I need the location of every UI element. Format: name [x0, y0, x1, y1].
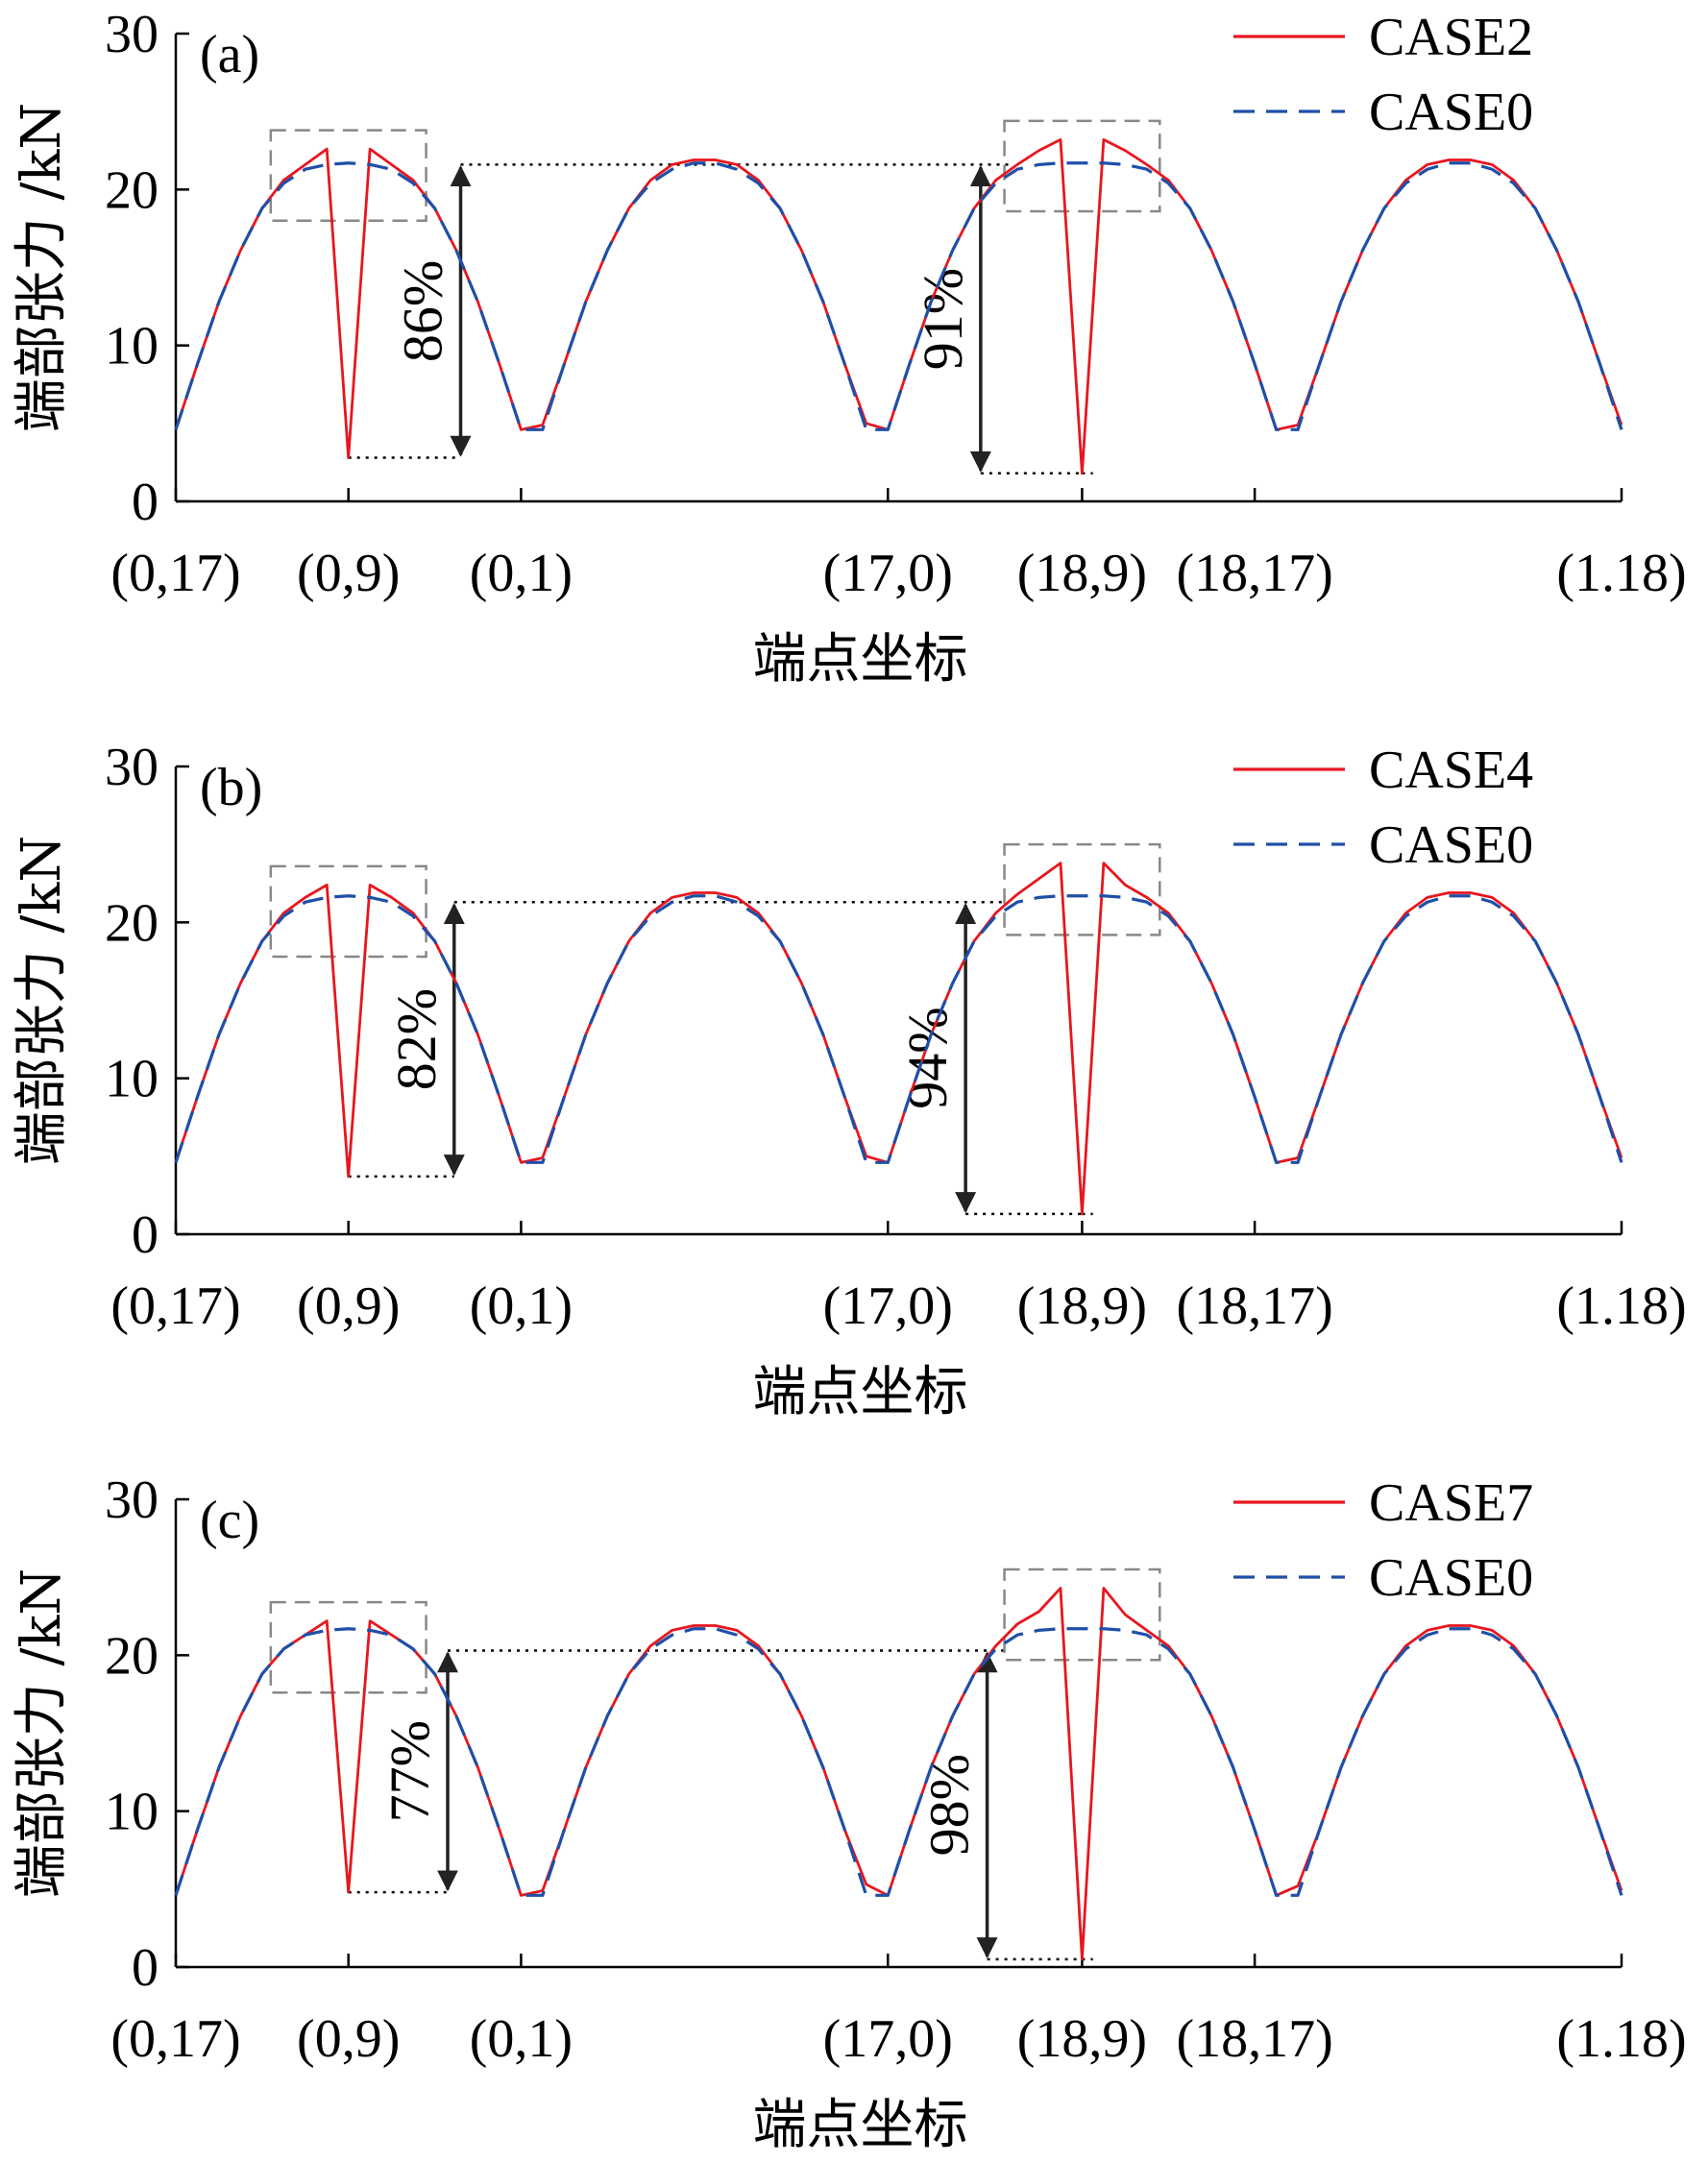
x-tick-label: (0,1)	[470, 2009, 573, 2069]
y-tick-label: 30	[105, 738, 159, 797]
x-axis-title: 端点坐标	[753, 628, 968, 691]
y-axis-title: 端部张力 /kN	[11, 103, 73, 433]
chart-panel-2: 0 10 20 30 (0,17) (0,9) (0,1) (17,0) (18,9) (18,1…	[11, 738, 1687, 1423]
x-axis-title: 端点坐标	[753, 2094, 968, 2156]
y-axis-title: 端部张力 /kN	[11, 836, 73, 1166]
x-axis-title: 端点坐标	[753, 1361, 968, 1423]
x-tick-label: (18,9)	[1017, 2009, 1147, 2069]
x-tick-label: (1.18)	[1556, 2009, 1686, 2069]
x-tick-label: (18,17)	[1176, 544, 1332, 603]
y-tick-label: 0	[132, 1205, 159, 1265]
y-tick-label: 0	[132, 1938, 159, 1998]
x-tick-label: (0,17)	[110, 2009, 240, 2069]
x-tick-label: (17,0)	[823, 544, 953, 603]
y-tick-label: 10	[105, 1783, 159, 1842]
annotation-percent: 94%	[896, 1007, 959, 1108]
highlight-box	[1003, 119, 1161, 213]
annotation-percent: 86%	[392, 260, 454, 362]
chart-panel-3: 0 10 20 30 (0,17) (0,9) (0,1) (17,0) (18,9) (18,1…	[11, 1470, 1687, 2156]
x-tick-label: (0,9)	[297, 1276, 400, 1336]
series-line-case0	[174, 1627, 1623, 1897]
chart-panel-1: 0 10 20 30 (0,17) (0,9) (0,1) (17,0) (18,9) (18,1…	[11, 5, 1687, 691]
x-tick-label: (17,0)	[823, 2009, 953, 2069]
x-tick-label: (18,9)	[1017, 1276, 1147, 1336]
highlight-box	[269, 864, 427, 959]
y-tick-label: 10	[105, 1050, 159, 1109]
annotation-percent: 77%	[378, 1720, 441, 1822]
panel-label: (b)	[200, 758, 262, 817]
series-line-case0	[174, 161, 1623, 431]
legend-label: CASE2	[1369, 8, 1533, 67]
x-tick-label: (1.18)	[1556, 544, 1686, 603]
annotation-percent: 82%	[385, 988, 448, 1090]
highlight-box	[1003, 1568, 1161, 1662]
highlight-box	[1003, 842, 1161, 936]
y-tick-label: 30	[105, 1470, 159, 1530]
highlight-box	[269, 1600, 427, 1694]
y-tick-label: 30	[105, 5, 159, 64]
x-tick-label: (17,0)	[823, 1276, 953, 1336]
x-tick-label: (0,1)	[470, 544, 573, 603]
x-tick-label: (18,17)	[1176, 1276, 1332, 1336]
highlight-box	[269, 129, 427, 223]
panel-label: (c)	[200, 1491, 259, 1550]
panel-label: (a)	[200, 25, 259, 85]
x-tick-label: (0,9)	[297, 544, 400, 603]
legend-label: CASE0	[1369, 815, 1533, 875]
series-line-case0	[174, 894, 1623, 1164]
legend-label: CASE4	[1369, 741, 1533, 800]
legend-label: CASE0	[1369, 83, 1533, 142]
x-tick-label: (1.18)	[1556, 1276, 1686, 1336]
y-tick-label: 20	[105, 1626, 159, 1686]
annotation-percent: 98%	[918, 1754, 981, 1856]
x-tick-label: (0,1)	[470, 1276, 573, 1336]
legend-label: CASE7	[1369, 1473, 1533, 1533]
x-tick-label: (18,9)	[1017, 544, 1147, 603]
y-tick-label: 10	[105, 317, 159, 377]
y-tick-label: 20	[105, 160, 159, 220]
y-axis-title: 端部张力 /kN	[11, 1568, 73, 1899]
y-tick-label: 0	[132, 473, 159, 532]
x-tick-label: (0,17)	[110, 1276, 240, 1336]
y-tick-label: 20	[105, 893, 159, 953]
x-tick-label: (0,9)	[297, 2009, 400, 2069]
x-tick-label: (0,17)	[110, 544, 240, 603]
legend-label: CASE0	[1369, 1548, 1533, 1608]
annotation-percent: 91%	[912, 268, 974, 370]
x-tick-label: (18,17)	[1176, 2009, 1332, 2069]
